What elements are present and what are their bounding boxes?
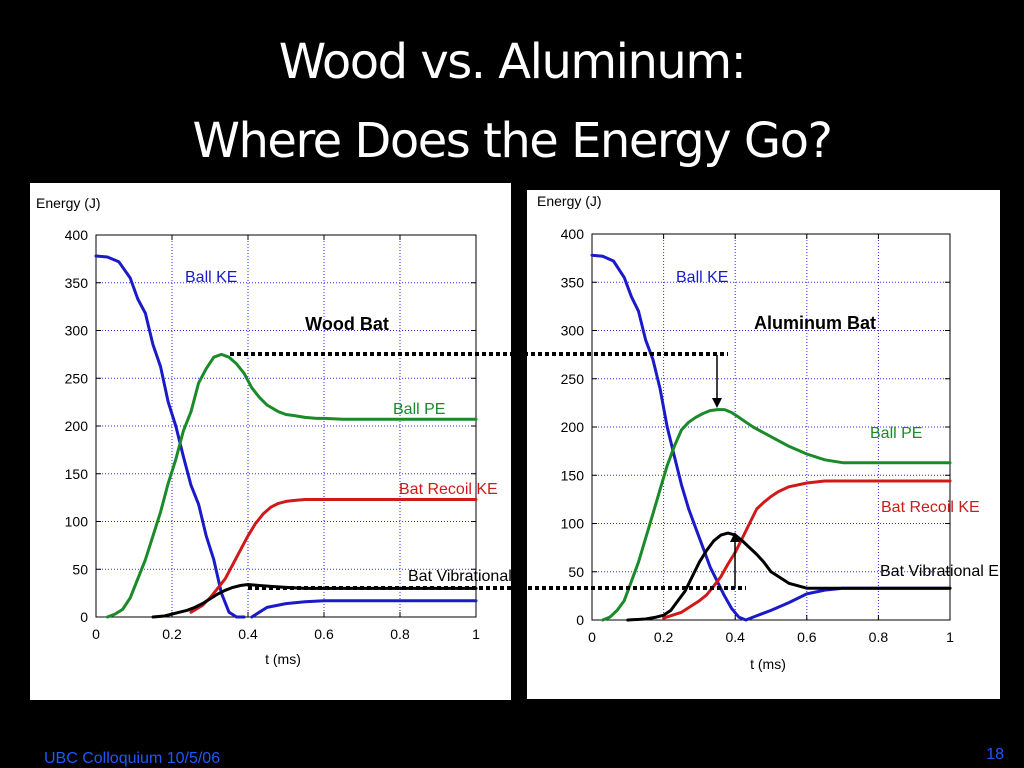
y-tick-label: 250 — [561, 371, 585, 387]
x-tick-label: 0 — [588, 629, 596, 645]
aluminum-bat-chart-panel: 0 50 100 150 200 250 300 350 400 0 0.2 0.4 0.6 0.8 1 En… — [527, 190, 1000, 699]
x-tick-label: 0.2 — [654, 629, 674, 645]
wood-bat-chart: 0 50 100 150 200 250 300 350 400 0 0.2 0.4 0.6 0.8 1 En… — [36, 195, 511, 667]
y-tick-label: 250 — [65, 370, 89, 386]
x-tick-label: 1 — [946, 629, 954, 645]
y-tick-label: 100 — [561, 516, 585, 532]
y-tick-label: 50 — [72, 561, 88, 577]
x-tick-label: 0.4 — [725, 629, 745, 645]
series-label-ball-ke: Ball KE — [185, 269, 237, 286]
series-label-ball-pe: Ball PE — [870, 425, 922, 442]
y-tick-label: 350 — [65, 275, 89, 291]
slide-title-line-2: Where Does the Energy Go? — [192, 113, 833, 169]
y-tick-label: 50 — [568, 564, 584, 580]
y-tick-label: 0 — [576, 612, 584, 628]
y-tick-label: 400 — [561, 226, 585, 242]
series-label-bat-recoil-ke: Bat Recoil KE — [399, 481, 498, 498]
series-label-bat-recoil-ke: Bat Recoil KE — [881, 499, 980, 516]
grid-lines — [95, 234, 477, 618]
chart-title: Aluminum Bat — [754, 313, 876, 333]
aluminum-bat-chart: 0 50 100 150 200 250 300 350 400 0 0.2 0.4 0.6 0.8 1 En… — [537, 193, 999, 672]
y-tick-label: 300 — [65, 323, 89, 339]
series-line-bat-recoil-ke — [189, 498, 478, 614]
footer-text: UBC Colloquium 10/5/06 — [44, 750, 221, 767]
series-label-bat-vibrational-e: Bat Vibrational E — [880, 563, 999, 580]
x-tick-label: 0.2 — [162, 626, 182, 642]
slide-title-line-1: Wood vs. Aluminum: — [278, 34, 747, 90]
series-label-bat-vibrational-e: Bat Vibrational E — [408, 568, 511, 585]
series-label-ball-pe: Ball PE — [393, 401, 445, 418]
wood-bat-chart-panel: 0 50 100 150 200 250 300 350 400 0 0.2 0.4 0.6 0.8 1 En… — [30, 183, 511, 700]
y-tick-label: 400 — [65, 227, 89, 243]
x-axis-label: t (ms) — [265, 651, 301, 667]
y-tick-label: 200 — [65, 418, 89, 434]
x-tick-label: 0 — [92, 626, 100, 642]
y-tick-label: 350 — [561, 274, 585, 290]
series-line-ball-ke — [590, 253, 952, 622]
x-tick-label: 0.8 — [869, 629, 889, 645]
y-tick-label: 100 — [65, 514, 89, 530]
page-number: 18 — [986, 746, 1004, 763]
series-line-bat-vibrational-e — [626, 531, 952, 622]
y-tick-label: 200 — [561, 419, 585, 435]
series-label-ball-ke: Ball KE — [676, 269, 728, 286]
x-tick-label: 0.6 — [314, 626, 334, 642]
y-axis-label: Energy (J) — [537, 193, 602, 209]
series-line-ball-ke — [94, 254, 478, 619]
y-axis-label: Energy (J) — [36, 195, 101, 211]
series-line-ball-pe — [601, 408, 952, 622]
x-tick-label: 0.8 — [390, 626, 410, 642]
chart-title: Wood Bat — [305, 314, 389, 334]
series-line-bat-recoil-ke — [662, 479, 952, 620]
x-tick-label: 0.6 — [797, 629, 817, 645]
x-axis-label: t (ms) — [750, 656, 786, 672]
y-tick-label: 300 — [561, 323, 585, 339]
y-tick-label: 150 — [65, 466, 89, 482]
y-tick-label: 0 — [80, 609, 88, 625]
y-tick-label: 150 — [561, 467, 585, 483]
x-tick-label: 0.4 — [238, 626, 258, 642]
x-tick-label: 1 — [472, 626, 480, 642]
series-line-ball-pe — [105, 352, 478, 619]
